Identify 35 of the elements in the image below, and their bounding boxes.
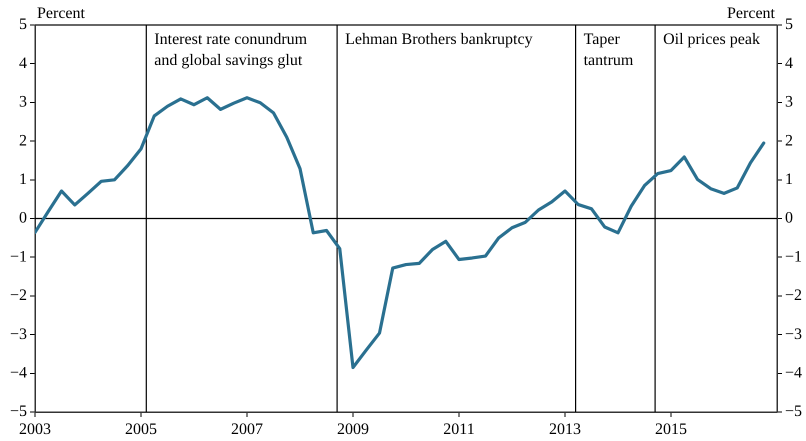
x-tick-label: 2007 [231,420,263,438]
x-tick-label: 2013 [549,420,581,438]
y-tick-label: −2 [10,287,27,304]
ref-line-label: Oil prices peak [663,31,760,48]
y2-axis-title: Percent [727,5,776,22]
y-tick-label: 1 [19,171,27,188]
ref-line-label: Taper tantrum [584,31,634,70]
y2-tick-label: −2 [785,287,802,304]
y-tick-label: 0 [19,210,27,227]
y2-tick-label: 1 [785,171,793,188]
y2-tick-label: 0 [785,210,793,227]
x-tick-label: 2015 [655,420,687,438]
x-tick-label: 2009 [337,420,369,438]
y-tick-label: −3 [10,326,27,343]
y-tick-label: 4 [19,54,27,72]
y2-tick-label: 5 [785,16,793,34]
y-tick-label: −1 [10,248,27,266]
y-tick-label: −5 [10,403,27,420]
y2-tick-label: −4 [785,364,802,382]
y2-tick-label: 2 [785,132,793,150]
x-tick-label: 2005 [125,420,157,438]
y2-tick-label: 4 [785,54,793,72]
y-tick-label: 2 [19,132,27,150]
y2-tick-label: −5 [785,403,802,420]
ref-line-label: Lehman Brothers bankruptcy [345,31,533,48]
x-tick-label: 2011 [443,420,475,438]
ref-line-label: Interest rate conundrum and global savings glut [154,31,308,70]
y2-tick-label: −1 [785,248,802,266]
y2-tick-label: 3 [785,94,793,111]
y-axis-title: Percent [37,5,86,22]
y-tick-label: −4 [10,364,27,382]
y2-tick-label: −3 [785,326,802,343]
x-tick-label: 2003 [19,420,51,438]
y-tick-label: 3 [19,94,27,111]
y-tick-label: 5 [19,16,27,34]
